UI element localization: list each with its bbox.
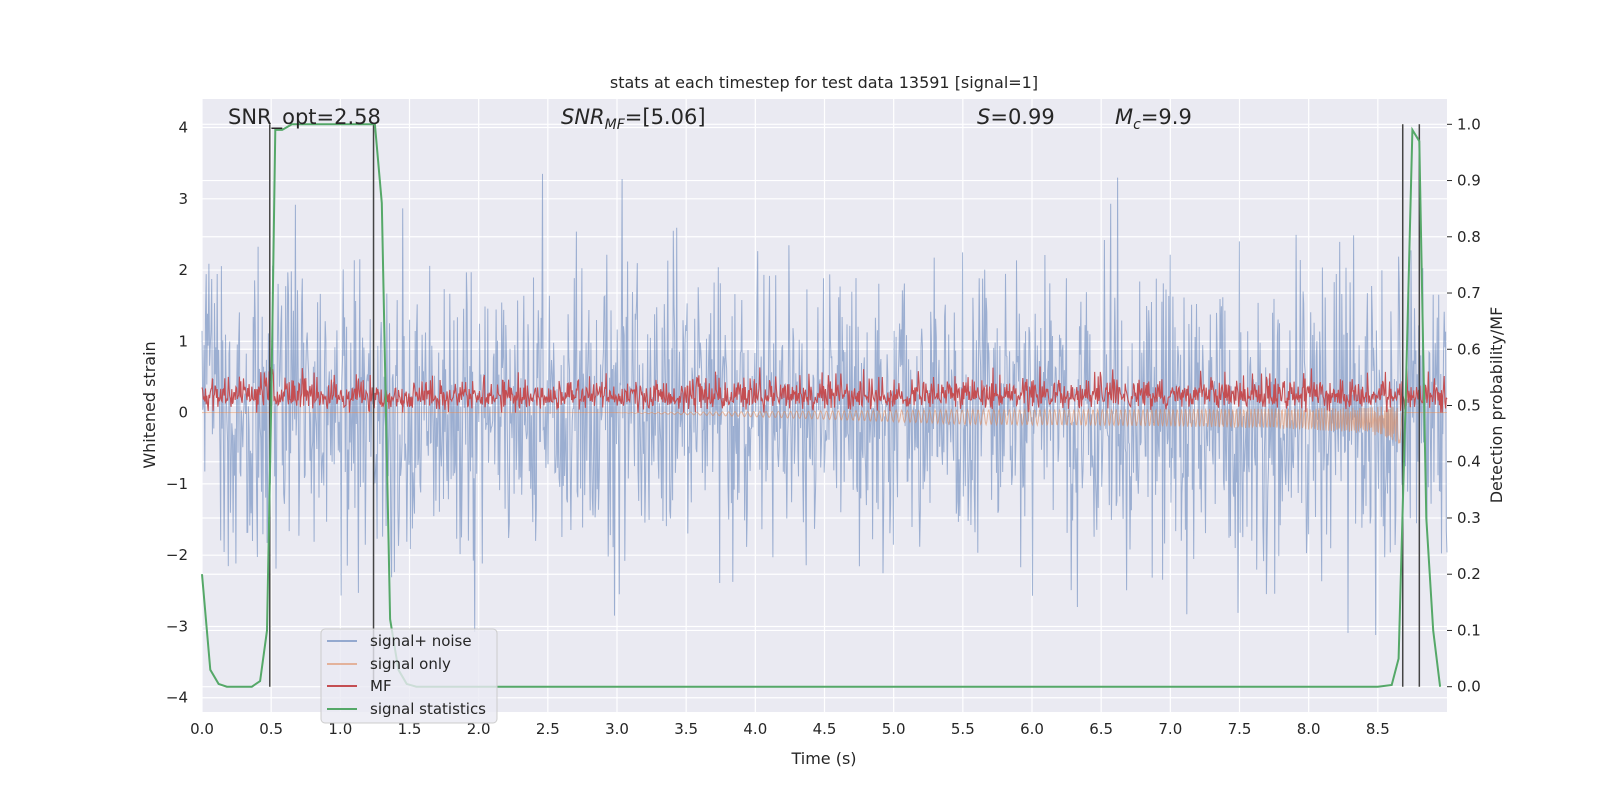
x-tick-label: 0.5 [259, 720, 283, 738]
mf-line [201, 366, 1448, 413]
legend-label-signal-only: signal only [370, 655, 451, 673]
x-tick-label: 6.5 [1089, 720, 1113, 738]
y-tick-label-left: −4 [166, 689, 188, 707]
annotation-mc-rest: =9.9 [1141, 105, 1192, 129]
y-tick-label-right: 0.8 [1457, 228, 1481, 246]
x-tick-label: 1.5 [398, 720, 422, 738]
y-tick-label-left: −3 [166, 617, 188, 635]
legend-label-mf: MF [370, 677, 392, 695]
y-tick-label-left: −1 [166, 475, 188, 493]
y-tick-label-left: 4 [178, 119, 188, 137]
x-tick-label: 8.5 [1366, 720, 1390, 738]
annotation-s-rest: =0.99 [990, 105, 1054, 129]
legend: signal+ noise signal only MF signal stat… [320, 628, 498, 724]
x-tick-label: 1.0 [328, 720, 352, 738]
y-tick-label-left: −2 [166, 546, 188, 564]
mf-series [201, 366, 1448, 413]
legend-label-signal-noise: signal+ noise [370, 632, 472, 650]
y-tick-label-right: 0.5 [1457, 397, 1481, 415]
signal-noise-line [201, 173, 1448, 636]
y-tick-label-right: 1.0 [1457, 115, 1481, 133]
y-axis-label-left: Whitened strain [140, 341, 159, 468]
x-tick-label: 7.5 [1228, 720, 1252, 738]
ticks: 0.0 0.5 1.0 1.5 2.0 2.5 3.0 3.5 4.0 4.5 5.0 5.5 6.0 6… [166, 115, 1481, 738]
y-tick-label-right: 0.0 [1457, 678, 1481, 696]
y-tick-label-left: 0 [178, 404, 188, 422]
x-tick-label: 4.5 [813, 720, 837, 738]
x-axis-label: Time (s) [790, 749, 856, 768]
y-tick-label-right: 0.9 [1457, 172, 1481, 190]
x-tick-label: 7.0 [1158, 720, 1182, 738]
x-tick-label: 6.0 [1020, 720, 1044, 738]
y-tick-label-right: 0.4 [1457, 453, 1481, 471]
y-tick-label-left: 1 [178, 332, 188, 350]
signal-noise-series [201, 173, 1448, 636]
legend-label-signal-statistics: signal statistics [370, 700, 486, 718]
x-tick-label: 4.0 [743, 720, 767, 738]
y-tick-label-left: 2 [178, 261, 188, 279]
y-tick-label-right: 0.3 [1457, 509, 1481, 527]
x-tick-label: 3.5 [674, 720, 698, 738]
legend-box [320, 628, 498, 724]
x-tick-label: 5.0 [882, 720, 906, 738]
annotation-mc-sub: c [1133, 117, 1141, 133]
x-tick-label: 2.5 [536, 720, 560, 738]
annotation-mc-main: M [1115, 105, 1133, 129]
annotation-snr-mf-rest: =[5.06] [625, 105, 706, 129]
y-tick-label-right: 0.2 [1457, 565, 1481, 583]
y-axis-label-right: Detection probability/MF [1487, 307, 1506, 504]
y-tick-label-left: 3 [178, 190, 188, 208]
y-tick-label-right: 0.7 [1457, 284, 1481, 302]
x-tick-label: 0.0 [190, 720, 214, 738]
x-tick-label: 2.0 [467, 720, 491, 738]
y-tick-label-right: 0.6 [1457, 340, 1481, 358]
annotation-snr-mf-sub: MF [605, 117, 626, 133]
annotation-s: S=0.99 [977, 105, 1055, 129]
annotation-s-main: S [977, 105, 990, 129]
annotation-snr-opt: SNR_opt=2.58 [228, 105, 381, 130]
y-tick-label-right: 0.1 [1457, 621, 1481, 639]
x-tick-label: 8.0 [1297, 720, 1321, 738]
annotation-mc: Mc=9.9 [1115, 105, 1192, 133]
chart-title: stats at each timestep for test data 135… [610, 73, 1038, 92]
x-tick-label: 3.0 [605, 720, 629, 738]
annotation-snr-mf-main: SNR [561, 105, 605, 129]
annotation-snr-mf: SNRMF=[5.06] [561, 105, 706, 133]
signal-only-series [202, 406, 1447, 444]
signal-only-line [202, 406, 1447, 444]
vertical-markers [269, 124, 1421, 687]
x-tick-label: 5.5 [951, 720, 975, 738]
